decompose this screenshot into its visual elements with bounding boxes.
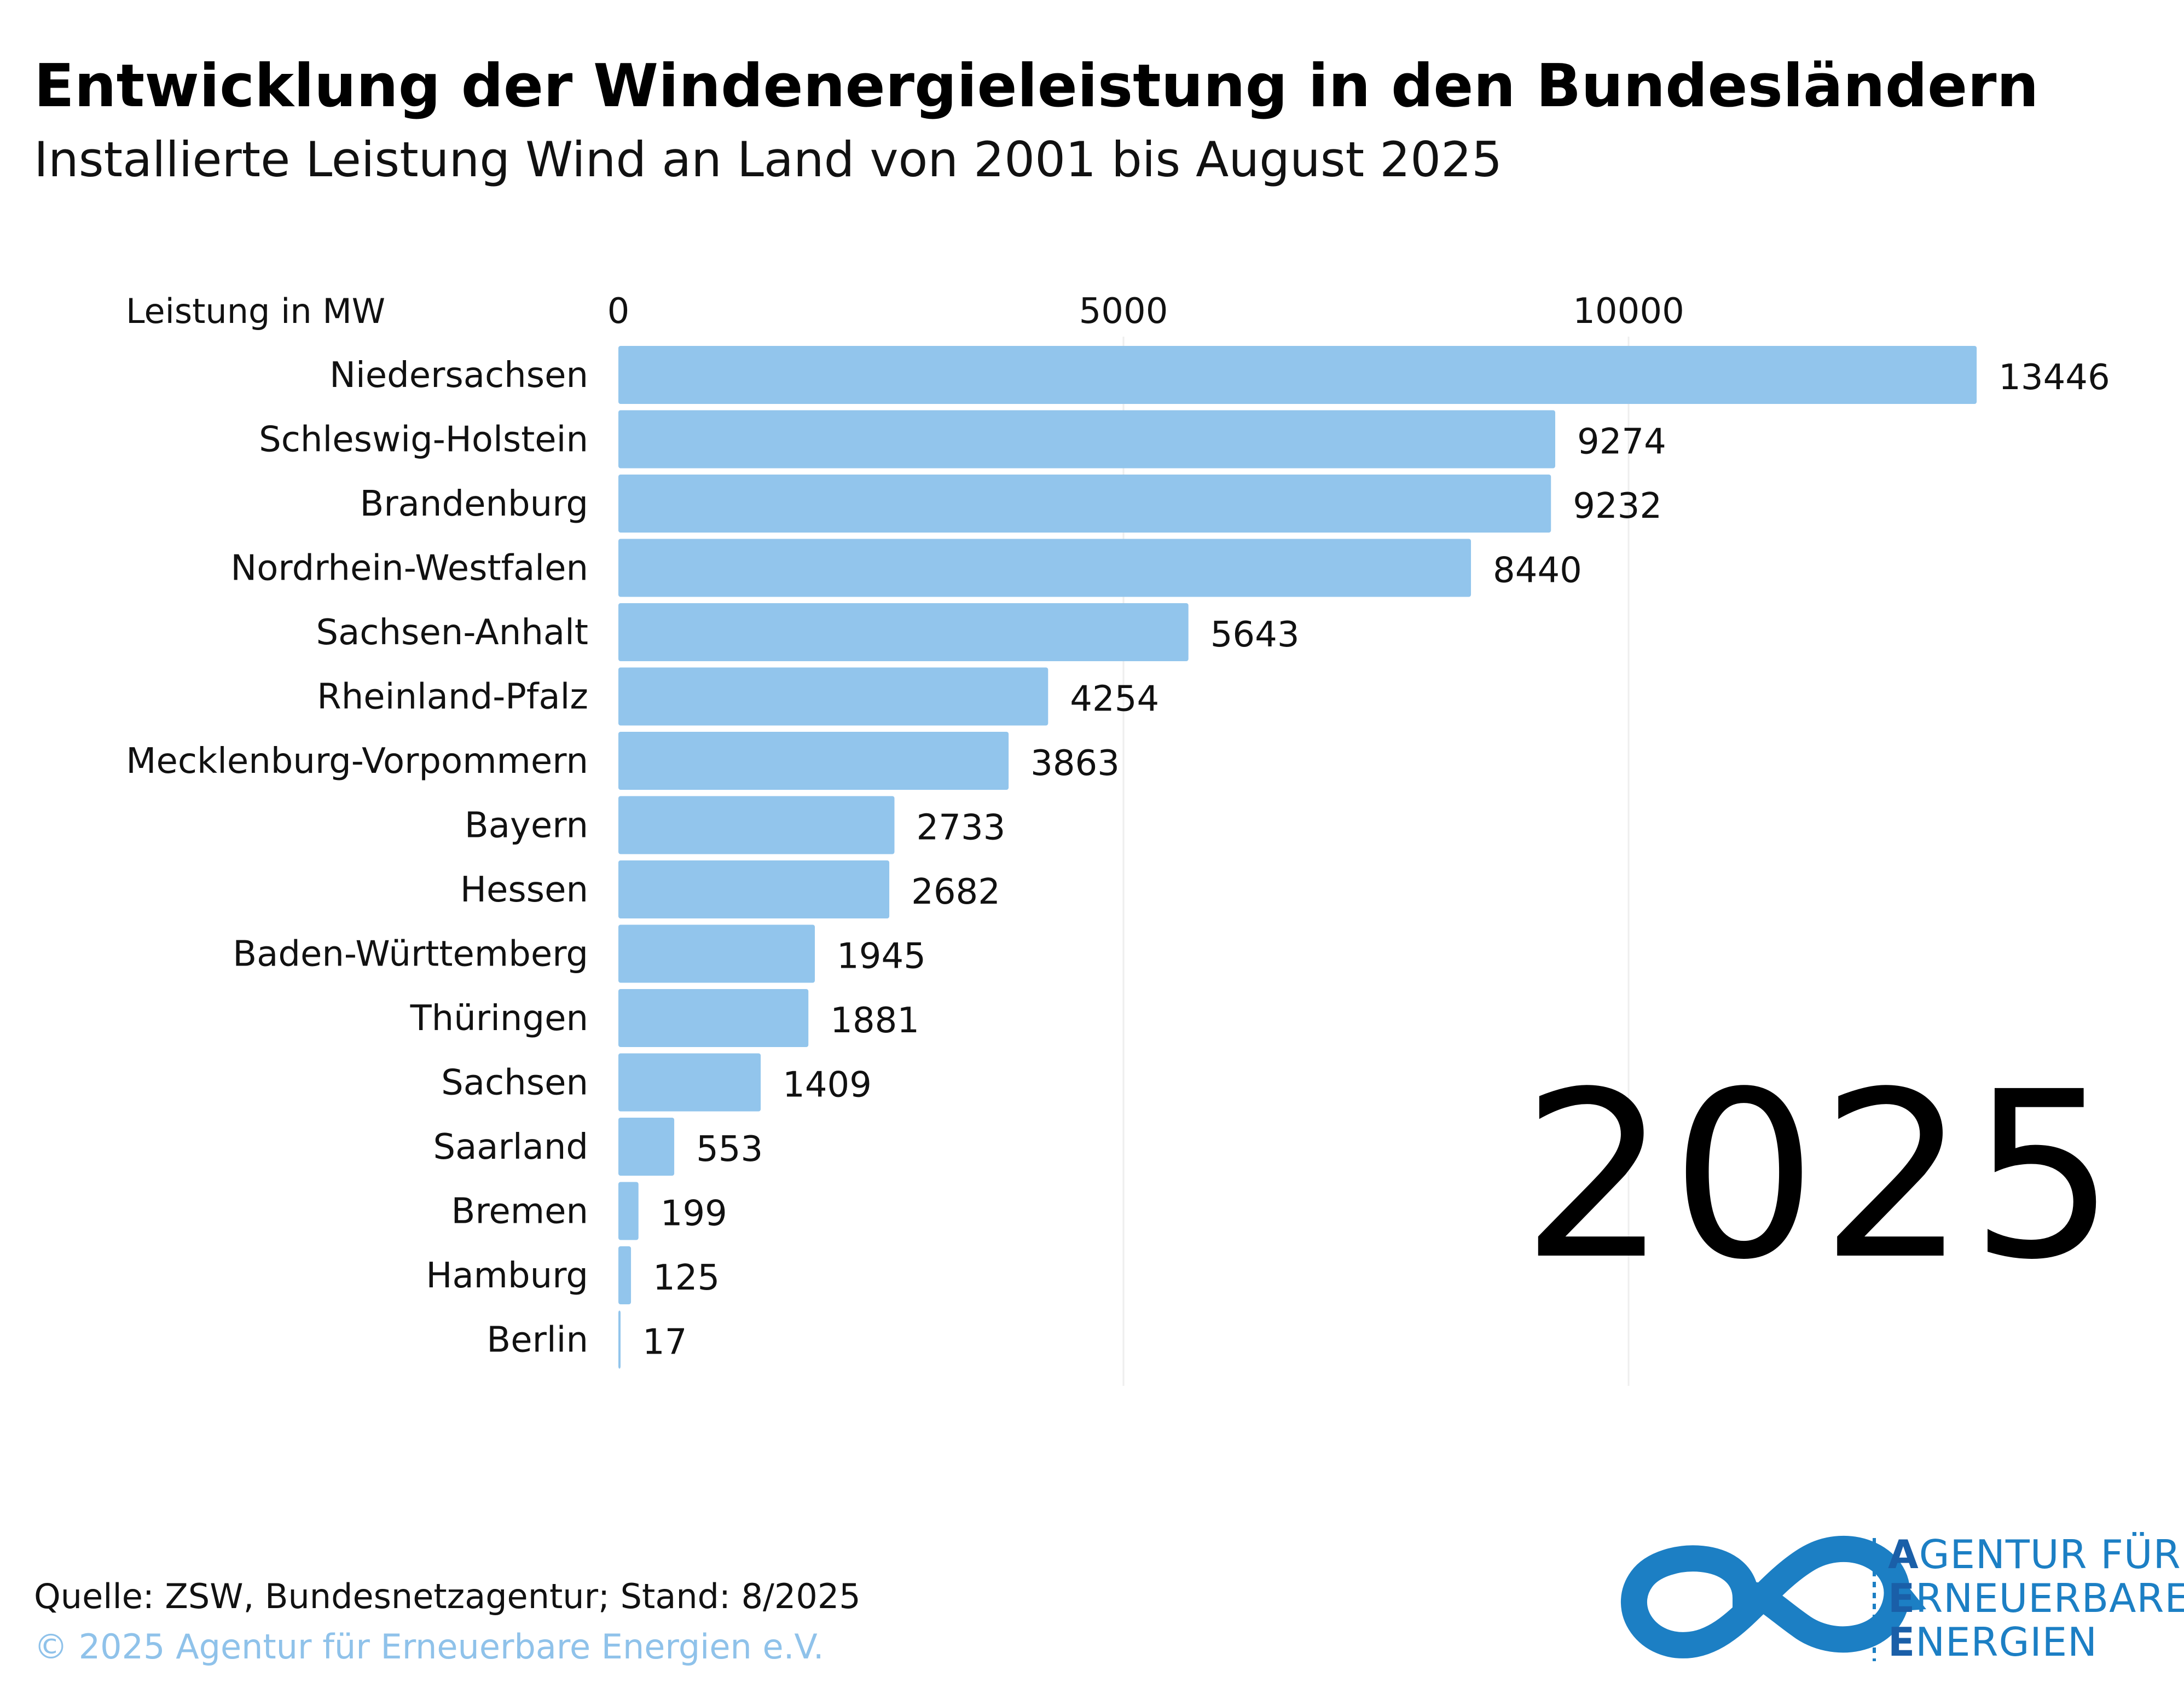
data-label: 9232 (1573, 486, 1662, 527)
bar (618, 1053, 761, 1112)
category-label: Bremen (451, 1192, 588, 1232)
data-label: 2733 (917, 808, 1006, 848)
category-label: Saarland (433, 1127, 588, 1167)
category-label: Hessen (460, 870, 588, 910)
copyright-note: © 2025 Agentur für Erneuerbare Energien … (34, 1627, 824, 1667)
x-tick-label: 0 (607, 291, 630, 332)
data-label: 4254 (1070, 679, 1159, 720)
bar (618, 860, 890, 918)
data-label: 2682 (911, 872, 1000, 912)
bar (618, 410, 1555, 469)
bar (618, 1118, 675, 1176)
data-label: 13446 (1998, 357, 2110, 398)
infinity-icon (1620, 1535, 1926, 1661)
category-label: Bayern (465, 806, 588, 846)
category-label: Sachsen (441, 1063, 588, 1103)
category-label: Schleswig-Holstein (259, 420, 588, 460)
category-label: Hamburg (426, 1256, 588, 1296)
data-label: 553 (696, 1129, 763, 1170)
data-label: 199 (661, 1194, 727, 1234)
bar (618, 1310, 621, 1369)
page-subtitle: Installierte Leistung Wind an Land von 2… (34, 131, 1503, 188)
data-label: 5643 (1210, 615, 1300, 655)
bar (618, 603, 1189, 661)
bar (618, 1182, 639, 1240)
data-label: 1881 (830, 1001, 919, 1041)
bar (618, 475, 1551, 533)
source-note: Quelle: ZSW, Bundesnetzagentur; Stand: 8… (34, 1576, 861, 1616)
bar (618, 1246, 632, 1304)
year-label: 2025 (1521, 1043, 2119, 1310)
category-label: Thüringen (410, 998, 588, 1039)
x-axis-label: Leistung in MW (126, 291, 385, 331)
bar (618, 924, 815, 983)
x-tick-label: 5000 (1079, 291, 1168, 332)
page-title: Entwicklung der Windenergieleistung in d… (34, 52, 2039, 120)
bar (618, 346, 1977, 404)
category-label: Berlin (486, 1320, 588, 1361)
data-label: 8440 (1493, 551, 1582, 591)
category-label: Brandenburg (360, 484, 588, 524)
category-label: Mecklenburg-Vorpommern (126, 741, 588, 782)
bar (618, 732, 1009, 790)
bar (618, 667, 1048, 726)
category-label: Nordrhein-Westfalen (230, 548, 588, 589)
category-label: Baden-Württemberg (233, 934, 588, 975)
category-label: Niedersachsen (329, 355, 588, 396)
data-label: 1409 (783, 1065, 872, 1106)
category-label: Rheinland-Pfalz (317, 677, 588, 718)
data-label: 125 (653, 1258, 720, 1298)
data-label: 1945 (837, 937, 926, 977)
x-tick-label: 10000 (1573, 291, 1684, 332)
logo-wordmark: AGENTUR FÜR ERNEUERBARE ENERGIEN (1888, 1531, 2184, 1665)
bar (618, 539, 1472, 597)
data-label: 3863 (1030, 743, 1120, 784)
bar (618, 989, 809, 1047)
bar (618, 796, 895, 854)
data-label: 17 (642, 1322, 687, 1363)
data-label: 9274 (1577, 422, 1666, 463)
category-label: Sachsen-Anhalt (316, 612, 588, 653)
